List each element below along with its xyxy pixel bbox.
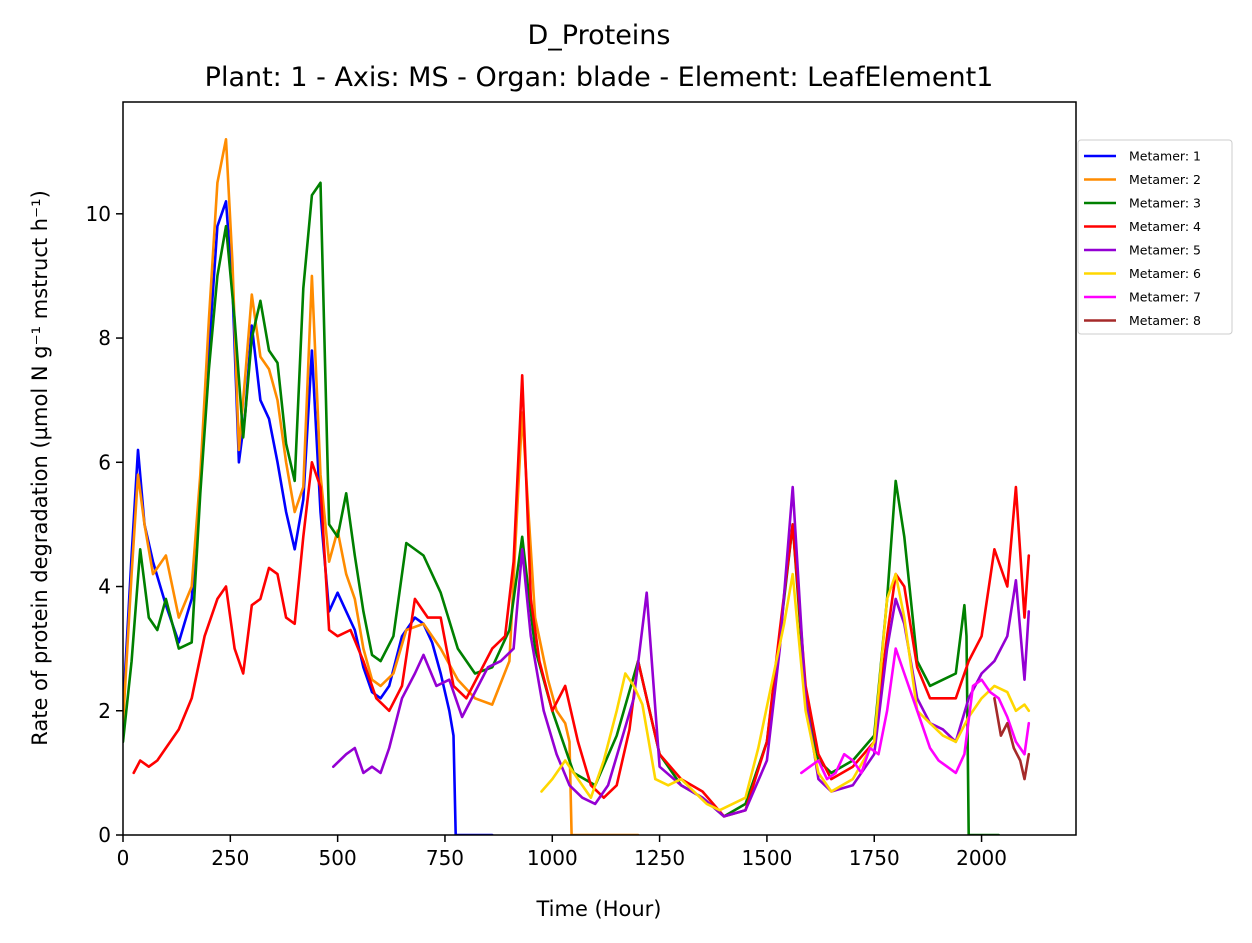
series-group	[123, 138, 1031, 835]
x-tick-label: 250	[211, 846, 249, 870]
series-line-metamer-6	[540, 572, 1031, 812]
x-tick-label: 750	[426, 846, 464, 870]
y-axis-label: Rate of protein degradation (µmol N g⁻¹ …	[28, 190, 52, 746]
y-tick-label: 2	[98, 699, 111, 723]
series-line-metamer-7	[800, 647, 1031, 781]
y-axis: 0 2 4 6 8 10	[86, 202, 123, 847]
legend: Metamer: 1 Metamer: 2 Metamer: 3 Metamer: 4…	[1077, 139, 1233, 335]
series-line-metamer-4	[132, 374, 1031, 818]
chart-subtitle: Plant: 1 - Axis: MS - Organ: blade - Ele…	[205, 62, 994, 93]
series-line-metamer-5	[332, 485, 1031, 818]
y-tick-label: 6	[98, 450, 111, 474]
legend-label-metamer-2: Metamer: 2	[1129, 172, 1201, 187]
legend-label-metamer-5: Metamer: 5	[1129, 243, 1201, 258]
y-tick-label: 4	[98, 575, 111, 599]
x-axis: 0 250 500 750 1000 1250 1500 1750 2000	[117, 835, 1007, 870]
x-axis-label: Time (Hour)	[535, 897, 661, 921]
x-tick-label: 0	[117, 846, 130, 870]
x-tick-label: 1500	[741, 846, 792, 870]
legend-label-metamer-8: Metamer: 8	[1129, 313, 1201, 328]
series-line-metamer-1	[123, 200, 494, 835]
x-tick-label: 1750	[849, 846, 900, 870]
y-tick-label: 8	[98, 326, 111, 350]
legend-label-metamer-4: Metamer: 4	[1129, 219, 1201, 234]
x-tick-label: 1000	[527, 846, 578, 870]
chart-title: D_Proteins	[527, 20, 670, 51]
x-tick-label: 1250	[634, 846, 685, 870]
legend-label-metamer-6: Metamer: 6	[1129, 266, 1201, 281]
plot-frame	[122, 101, 1077, 836]
y-tick-label: 0	[98, 823, 111, 847]
legend-label-metamer-1: Metamer: 1	[1129, 149, 1201, 164]
legend-label-metamer-7: Metamer: 7	[1129, 290, 1201, 305]
y-tick-label: 10	[86, 202, 111, 226]
series-line-metamer-3	[123, 181, 1000, 835]
x-tick-label: 500	[319, 846, 357, 870]
x-tick-label: 2000	[956, 846, 1007, 870]
series-line-metamer-8	[993, 697, 1031, 781]
legend-frame	[1077, 139, 1233, 335]
legend-label-metamer-3: Metamer: 3	[1129, 196, 1201, 211]
